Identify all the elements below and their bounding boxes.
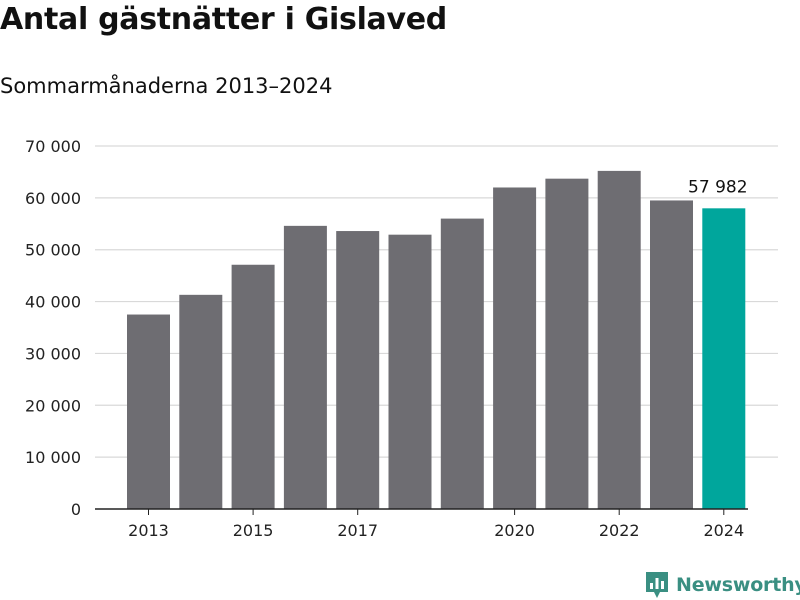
x-tick-label: 2013 xyxy=(128,521,169,540)
brand-name: Newsworthy xyxy=(676,574,800,596)
brand-logo: Newsworthy xyxy=(644,570,800,600)
bar xyxy=(336,231,380,509)
bar xyxy=(440,218,484,509)
y-tick-label: 20 000 xyxy=(25,396,81,415)
bar-chart-pin-icon xyxy=(646,572,668,598)
data-label: 57 982 xyxy=(688,177,747,197)
y-tick-label: 70 000 xyxy=(25,137,81,156)
x-tick-label: 2024 xyxy=(703,521,744,540)
y-tick-label: 0 xyxy=(71,500,81,519)
bar xyxy=(493,187,537,509)
bar xyxy=(650,200,693,509)
bar xyxy=(388,234,432,509)
x-tick-label: 2017 xyxy=(337,521,378,540)
bar xyxy=(283,225,327,510)
chart-title: Antal gästnätter i Gislaved xyxy=(0,2,447,37)
bar-highlight xyxy=(702,208,746,510)
x-tick-label: 2020 xyxy=(494,521,535,540)
bar xyxy=(597,170,641,510)
y-tick-label: 40 000 xyxy=(25,293,81,312)
bar xyxy=(231,264,275,509)
y-tick-label: 30 000 xyxy=(25,344,81,363)
x-tick-label: 2015 xyxy=(233,521,274,540)
y-tick-label: 10 000 xyxy=(25,448,81,467)
chart-subtitle: Sommarmånaderna 2013–2024 xyxy=(0,74,333,98)
x-tick-label: 2022 xyxy=(599,521,640,540)
bar xyxy=(179,294,223,509)
y-tick-label: 50 000 xyxy=(25,241,81,260)
bar xyxy=(545,178,589,510)
bar xyxy=(127,314,170,509)
y-tick-label: 60 000 xyxy=(25,189,81,208)
bar-chart: 0 10 000 20 000 30 000 40 000 50 000 60 000 70 … xyxy=(25,137,778,540)
